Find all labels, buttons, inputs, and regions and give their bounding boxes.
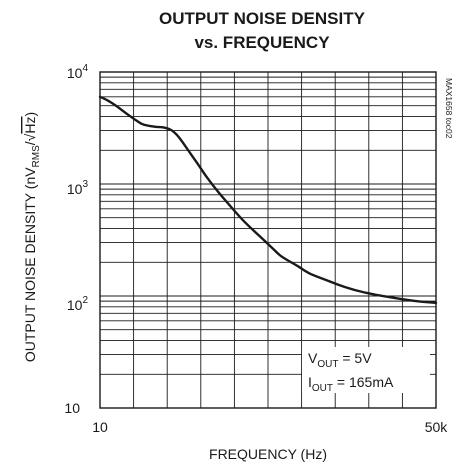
figure-code-annotation: MAX1658 toc02 — [444, 78, 452, 139]
y-axis-label-slash: / — [22, 141, 38, 145]
y-axis-label-sub: RMS — [31, 145, 42, 168]
y-axis-label: OUTPUT NOISE DENSITY (nVRMS/√Hz) — [22, 112, 42, 362]
legend-iout-sub: OUT — [312, 383, 333, 394]
legend: VOUT = 5V IOUT = 165mA — [302, 347, 430, 394]
y-tick-100-base: 10 — [67, 297, 83, 313]
x-tick-label-10: 10 — [92, 419, 108, 435]
y-tick-10000-exp: 4 — [82, 63, 88, 74]
y-axis-label-main: OUTPUT NOISE DENSITY (nV — [22, 167, 38, 362]
y-tick-label-10000: 104 — [67, 63, 89, 81]
y-tick-1000-exp: 3 — [82, 179, 88, 190]
y-tick-label-100: 102 — [67, 295, 89, 313]
y-tick-label-10: 10 — [64, 400, 80, 416]
y-tick-labels: 104 103 102 10 — [64, 63, 88, 416]
chart-title-line1: OUTPUT NOISE DENSITY — [159, 9, 366, 28]
y-tick-1000-base: 10 — [67, 181, 83, 197]
y-axis-label-close: ) — [22, 112, 38, 117]
legend-vout-sub: OUT — [317, 359, 338, 370]
legend-entry-vout: VOUT = 5V — [308, 350, 372, 370]
x-tick-label-50k: 50k — [425, 419, 449, 435]
series-line-noise-density — [98, 95, 438, 304]
grid-lines — [100, 72, 436, 408]
legend-vout-rest: = 5V — [338, 350, 372, 366]
y-axis-label-radical: √ — [22, 133, 38, 141]
y-tick-10000-base: 10 — [67, 65, 83, 81]
legend-iout-prefix: I — [308, 374, 312, 390]
legend-background — [302, 347, 430, 393]
chart-title-line2: vs. FREQUENCY — [194, 33, 330, 52]
legend-entry-iout: IOUT = 165mA — [308, 374, 394, 394]
x-axis-label: FREQUENCY (Hz) — [209, 446, 327, 462]
plot-frame — [99, 71, 437, 409]
y-tick-label-1000: 103 — [67, 179, 89, 197]
y-tick-100-exp: 2 — [82, 295, 88, 306]
legend-iout-rest: = 165mA — [333, 374, 394, 390]
legend-vout-prefix: V — [308, 350, 318, 366]
y-axis-label-radicand: Hz — [22, 116, 38, 133]
